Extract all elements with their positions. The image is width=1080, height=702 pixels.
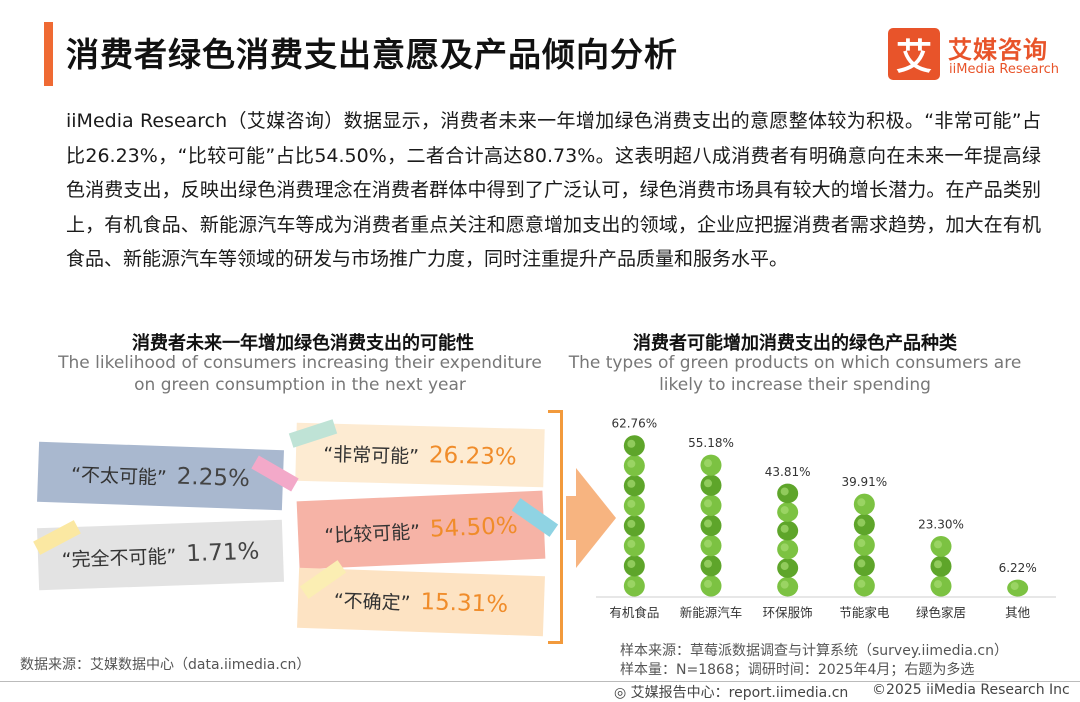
logo-mark: 艾: [888, 28, 940, 80]
bar-seed-highlight: [934, 540, 942, 549]
bar-seed-highlight: [857, 498, 866, 507]
bar-seed-highlight: [704, 479, 712, 488]
card-label: “不确定”: [333, 589, 411, 615]
bar-seed-highlight: [780, 562, 789, 571]
bar-seed-highlight: [704, 579, 712, 588]
bar-seed-highlight: [627, 439, 636, 448]
bar-seed-highlight: [627, 499, 636, 508]
right-chart-subtitle: The types of green products on which con…: [552, 352, 1038, 396]
bar-seed-highlight: [627, 519, 636, 528]
page-title: 消费者绿色消费支出意愿及产品倾向分析: [66, 35, 678, 74]
bar-seed-highlight: [857, 539, 866, 548]
value-label: 39.91%: [841, 475, 887, 489]
bar-seed-highlight: [1010, 582, 1019, 591]
footer-report-center: ◎ 艾媒报告中心：report.iimedia.cn: [614, 682, 848, 702]
category-label: 环保服饰: [763, 605, 813, 620]
card-value: 26.23%: [428, 442, 517, 471]
card-somewhat-likely: “比较可能” 54.50%: [296, 490, 546, 570]
card-value: 54.50%: [429, 512, 519, 543]
card-value: 15.31%: [420, 588, 509, 619]
left-subtitle-line2: on green consumption in the next year: [134, 375, 466, 395]
footer-report-text: 艾媒报告中心：report.iimedia.cn: [630, 685, 849, 701]
title-accent-bar: [44, 22, 53, 86]
bar-seed-highlight: [627, 559, 636, 568]
iimedia-logo: 艾 艾媒咨询 iiMedia Research: [888, 28, 1063, 82]
right-subtitle-line1: The types of green products on which con…: [568, 353, 1022, 373]
bar-seed-highlight: [934, 580, 942, 589]
card-label: “不太可能”: [70, 463, 168, 489]
summary-paragraph: iiMedia Research（艾媒咨询）数据显示，消费者未来一年增加绿色消费…: [66, 110, 1041, 271]
bracket-decoration: [548, 410, 563, 644]
value-label: 62.76%: [611, 417, 657, 431]
bar-seed-highlight: [704, 559, 712, 568]
bar-绿色家居: [930, 535, 952, 597]
bar-seed-highlight: [780, 506, 789, 515]
logo-cn-text: 艾媒咨询: [948, 36, 1048, 64]
bar-其他: [1007, 579, 1029, 597]
right-chart-title: 消费者可能增加消费支出的绿色产品种类: [633, 333, 957, 354]
left-subtitle-line1: The likelihood of consumers increasing t…: [58, 353, 542, 373]
footer-copyright: ©2025 iiMedia Research Inc: [872, 682, 1070, 698]
bar-环保服饰: [777, 483, 799, 597]
bar-seed-highlight: [857, 518, 866, 527]
card-label: “完全不可能”: [61, 544, 177, 571]
card-value: 1.71%: [185, 538, 260, 568]
bar-有机食品: [623, 435, 645, 597]
bar-seed-highlight: [704, 519, 712, 528]
bar-seed-highlight: [627, 459, 636, 468]
bar-seed-highlight: [627, 579, 636, 588]
category-label: 新能源汽车: [680, 605, 743, 620]
category-label: 节能家电: [839, 605, 890, 620]
bar-seed-highlight: [934, 560, 942, 569]
bar-seed-highlight: [857, 559, 866, 568]
left-chart-subtitle: The likelihood of consumers increasing t…: [40, 352, 560, 396]
category-label: 其他: [1005, 605, 1031, 620]
globe-icon: ◎: [614, 685, 627, 701]
bar-新能源汽车: [700, 454, 722, 597]
bar-seed-highlight: [857, 579, 866, 588]
right-subtitle-line2: likely to increase their spending: [659, 375, 931, 395]
bar-seed-highlight: [704, 459, 712, 468]
value-label: 55.18%: [688, 436, 734, 450]
left-chart-title: 消费者未来一年增加绿色消费支出的可能性: [132, 333, 474, 354]
bar-seed-highlight: [627, 539, 636, 548]
sample-source-note: 样本来源：草莓派数据调查与计算系统（survey.iimedia.cn）: [620, 643, 1008, 659]
footer-divider: [0, 681, 1080, 682]
bar-seed-highlight: [627, 479, 636, 488]
sample-size-note: 样本量：N=1868；调研时间：2025年4月；右题为多选: [620, 662, 975, 678]
value-label: 23.30%: [918, 517, 964, 531]
arrow-decoration: [576, 468, 616, 568]
logo-en-text: iiMedia Research: [949, 62, 1060, 77]
category-label: 绿色家居: [916, 605, 966, 620]
bar-seed-highlight: [780, 524, 789, 533]
category-label: 有机食品: [609, 605, 659, 620]
bar-seed-highlight: [704, 499, 712, 508]
value-label: 6.22%: [999, 561, 1037, 575]
bar-seed-highlight: [780, 487, 789, 496]
card-label: “非常可能”: [323, 442, 420, 468]
value-label: 43.81%: [765, 465, 811, 479]
left-data-source: 数据来源：艾媒数据中心（data.iimedia.cn）: [20, 657, 311, 673]
card-not-very-likely: “不太可能” 2.25%: [37, 441, 284, 511]
card-label: “比较可能”: [323, 520, 421, 547]
bar-seed-highlight: [780, 580, 789, 589]
product-category-bar-chart: 62.76% 有机食品 55.18% 新能源汽车 43.81% 环保服饰 39.91% 节能家…: [596, 417, 1056, 620]
bar-seed-highlight: [704, 539, 712, 548]
card-value: 2.25%: [176, 463, 251, 493]
bar-seed-highlight: [780, 543, 789, 552]
bar-节能家电: [853, 493, 875, 597]
